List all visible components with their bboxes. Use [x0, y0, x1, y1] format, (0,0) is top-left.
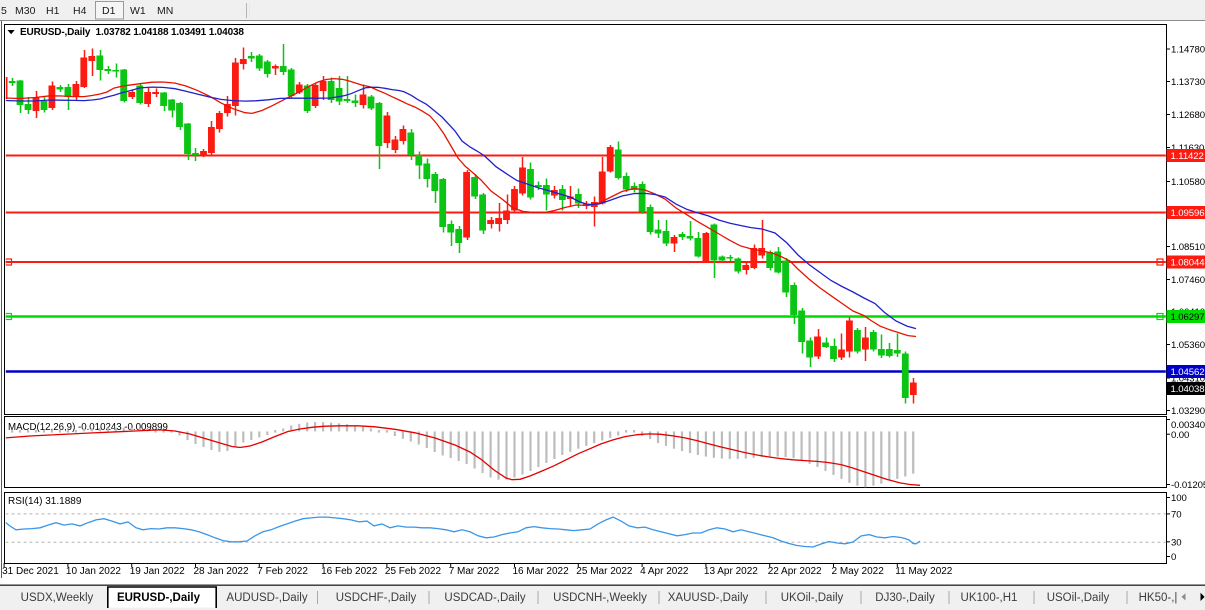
svg-text:11 May 2022: 11 May 2022: [895, 566, 953, 577]
svg-text:M30: M30: [15, 5, 36, 17]
svg-text:19 Jan 2022: 19 Jan 2022: [130, 566, 185, 577]
svg-text:1.06297: 1.06297: [1171, 312, 1205, 323]
svg-text:HK50-,|: HK50-,|: [1139, 592, 1178, 604]
svg-text:UKOil-,Daily: UKOil-,Daily: [781, 592, 844, 604]
svg-text:1.03290: 1.03290: [1171, 406, 1205, 417]
svg-text:1.04038: 1.04038: [1171, 384, 1205, 395]
svg-text:1.12680: 1.12680: [1171, 110, 1205, 121]
svg-text:7 Mar 2022: 7 Mar 2022: [449, 566, 500, 577]
svg-text:16 Feb 2022: 16 Feb 2022: [321, 566, 378, 577]
svg-text:70: 70: [1171, 509, 1181, 520]
svg-text:25 Feb 2022: 25 Feb 2022: [385, 566, 442, 577]
svg-text:28 Jan 2022: 28 Jan 2022: [194, 566, 249, 577]
svg-text:W1: W1: [130, 5, 146, 17]
svg-text:30: 30: [1171, 537, 1181, 548]
svg-text:1.10580: 1.10580: [1171, 177, 1205, 188]
svg-text:RSI(14) 31.1889: RSI(14) 31.1889: [8, 496, 82, 507]
svg-text:22 Apr 2022: 22 Apr 2022: [768, 566, 822, 577]
svg-text:5: 5: [1, 5, 7, 17]
svg-text:MN: MN: [157, 5, 173, 17]
svg-text:4 Apr 2022: 4 Apr 2022: [640, 566, 689, 577]
svg-text:H1: H1: [46, 5, 60, 17]
svg-text:100: 100: [1171, 493, 1187, 504]
svg-text:USDCAD-,Daily: USDCAD-,Daily: [444, 592, 525, 604]
svg-text:UK100-,H1: UK100-,H1: [961, 592, 1018, 604]
svg-text:1.08510: 1.08510: [1171, 242, 1205, 253]
svg-text:H4: H4: [73, 5, 87, 17]
svg-text:31 Dec 2021: 31 Dec 2021: [2, 566, 59, 577]
svg-text:1.08044: 1.08044: [1171, 258, 1205, 269]
svg-text:1.13730: 1.13730: [1171, 77, 1205, 88]
svg-text:USOil-,Daily: USOil-,Daily: [1047, 592, 1110, 604]
svg-text:1.04562: 1.04562: [1171, 367, 1205, 378]
svg-text:EURUSD-,Daily 1.03782 1.04188: EURUSD-,Daily 1.03782 1.04188 1.03491 1.…: [20, 27, 244, 38]
svg-text:1.11630: 1.11630: [1171, 143, 1204, 154]
svg-text:1.11422: 1.11422: [1171, 151, 1204, 162]
svg-text:2 May 2022: 2 May 2022: [832, 566, 885, 577]
svg-text:1.05360: 1.05360: [1171, 340, 1205, 351]
svg-text:USDCHF-,Daily: USDCHF-,Daily: [336, 592, 417, 604]
svg-text:7 Feb 2022: 7 Feb 2022: [257, 566, 308, 577]
svg-text:0: 0: [1171, 552, 1176, 563]
svg-text:USDCNH-,Weekly: USDCNH-,Weekly: [553, 592, 647, 604]
svg-text:25 Mar 2022: 25 Mar 2022: [576, 566, 633, 577]
svg-text:USDX,Weekly: USDX,Weekly: [21, 592, 94, 604]
svg-text:10 Jan 2022: 10 Jan 2022: [66, 566, 121, 577]
svg-text:16 Mar 2022: 16 Mar 2022: [513, 566, 570, 577]
svg-text:XAUUSD-,Daily: XAUUSD-,Daily: [668, 592, 749, 604]
svg-text:13 Apr 2022: 13 Apr 2022: [704, 566, 758, 577]
svg-text:AUDUSD-,Daily: AUDUSD-,Daily: [226, 592, 307, 604]
svg-text:1.14780: 1.14780: [1171, 45, 1205, 56]
svg-text:DJ30-,Daily: DJ30-,Daily: [875, 592, 935, 604]
svg-text:0.00: 0.00: [1171, 430, 1189, 441]
svg-text:1.07460: 1.07460: [1171, 275, 1205, 286]
svg-text:D1: D1: [102, 5, 116, 17]
svg-text:1.04310: 1.04310: [1171, 374, 1205, 385]
svg-text:0.003408: 0.003408: [1171, 420, 1205, 431]
svg-text:EURUSD-,Daily: EURUSD-,Daily: [117, 592, 201, 604]
svg-text:-0.01205: -0.01205: [1171, 480, 1205, 491]
svg-text:MACD(12,26,9) -0.010243 -0.009: MACD(12,26,9) -0.010243 -0.009899: [8, 422, 168, 433]
svg-text:1.09596: 1.09596: [1171, 208, 1205, 219]
